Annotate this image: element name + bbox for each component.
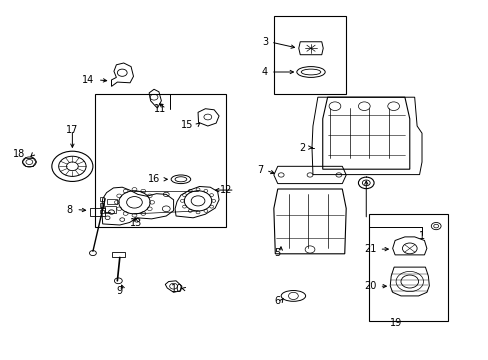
Text: 16: 16 [148,174,160,184]
Text: 10: 10 [171,284,183,294]
Text: 15: 15 [181,120,193,130]
Text: 12: 12 [220,185,232,195]
Text: 19: 19 [389,318,402,328]
Text: 18: 18 [13,149,25,159]
Text: 7: 7 [256,165,263,175]
Text: 6: 6 [274,296,280,306]
Text: 8: 8 [66,204,72,215]
Text: 9: 9 [117,286,122,296]
Bar [368,214,447,321]
Text: 13: 13 [129,218,142,228]
Text: 3: 3 [261,37,267,47]
Text: 17: 17 [66,125,79,135]
Text: 5: 5 [274,248,280,258]
Text: 2: 2 [299,143,305,153]
Bar [273,16,346,94]
Text: 21: 21 [364,244,376,254]
Text: 14: 14 [82,75,94,85]
Text: 4: 4 [261,67,267,77]
Text: 1: 1 [418,231,424,241]
Bar [95,94,226,227]
Text: 20: 20 [364,281,376,291]
Text: 11: 11 [154,104,166,114]
